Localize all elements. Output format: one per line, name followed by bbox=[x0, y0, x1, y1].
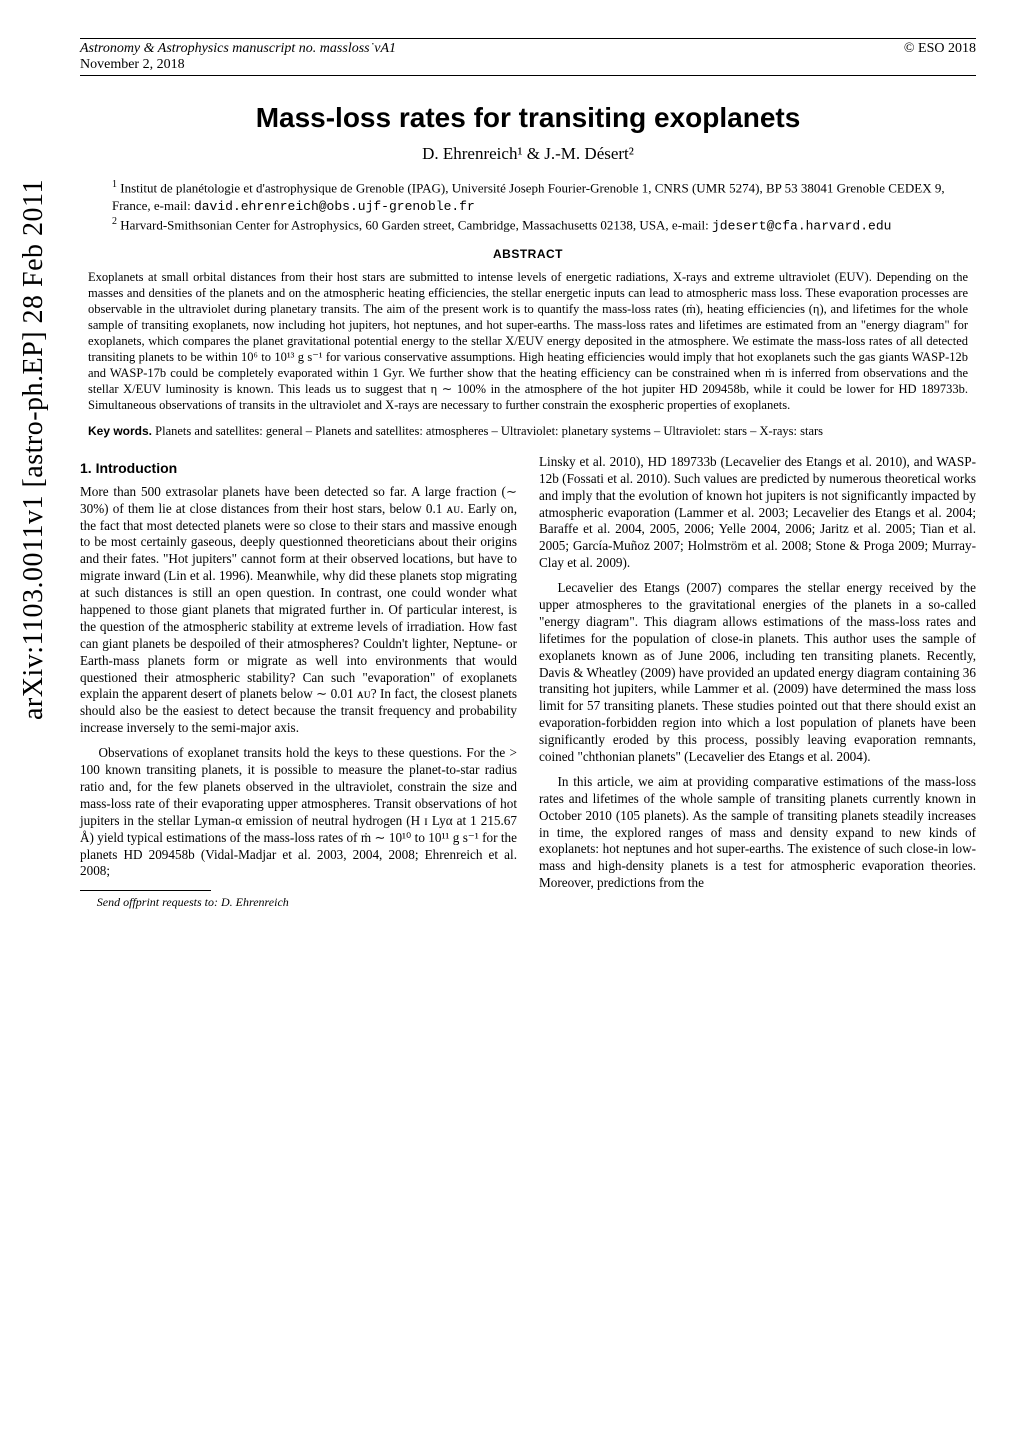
journal-line: Astronomy & Astrophysics manuscript no. … bbox=[80, 41, 396, 56]
paper-title: Mass-loss rates for transiting exoplanet… bbox=[80, 102, 976, 134]
footnote-text: : D. Ehrenreich bbox=[214, 895, 289, 909]
header-date: November 2, 2018 bbox=[80, 57, 185, 72]
footnote: Send offprint requests to: D. Ehrenreich bbox=[80, 895, 517, 910]
affil-2-num: 2 bbox=[112, 216, 117, 227]
affil-1-num: 1 bbox=[112, 179, 117, 190]
arxiv-stamp: arXiv:1103.0011v1 [astro-ph.EP] 28 Feb 2… bbox=[18, 179, 50, 720]
running-header-left: Astronomy & Astrophysics manuscript no. … bbox=[80, 41, 396, 73]
affil-2-text: Harvard-Smithsonian Center for Astrophys… bbox=[120, 218, 712, 233]
body-p2: Observations of exoplanet transits hold … bbox=[80, 745, 517, 880]
keywords-text: Planets and satellites: general – Planet… bbox=[152, 424, 823, 438]
body-columns: 1. Introduction More than 500 extrasolar… bbox=[80, 454, 976, 911]
affiliations: 1 Institut de planétologie et d'astrophy… bbox=[112, 178, 952, 235]
affil-1-email: david.ehrenreich@obs.ujf-grenoble.fr bbox=[194, 199, 475, 214]
footnote-label: Send offprint requests to bbox=[97, 895, 214, 909]
affiliation-1: 1 Institut de planétologie et d'astrophy… bbox=[112, 178, 952, 215]
authors: D. Ehrenreich¹ & J.-M. Désert² bbox=[80, 144, 976, 164]
body-p1: More than 500 extrasolar planets have be… bbox=[80, 484, 517, 737]
affil-2-email: jdesert@cfa.harvard.edu bbox=[712, 219, 891, 234]
keywords: Key words. Planets and satellites: gener… bbox=[88, 423, 968, 440]
body-p3: Linsky et al. 2010), HD 189733b (Lecavel… bbox=[539, 454, 976, 572]
abstract-label: ABSTRACT bbox=[80, 247, 976, 261]
footnote-separator bbox=[80, 890, 211, 891]
running-header: Astronomy & Astrophysics manuscript no. … bbox=[80, 38, 976, 76]
body-p4: Lecavelier des Etangs (2007) compares th… bbox=[539, 580, 976, 766]
affiliation-2: 2 Harvard-Smithsonian Center for Astroph… bbox=[112, 215, 952, 235]
keywords-label: Key words. bbox=[88, 424, 152, 438]
body-p5: In this article, we aim at providing com… bbox=[539, 774, 976, 892]
section-1-heading: 1. Introduction bbox=[80, 460, 517, 478]
running-header-right: © ESO 2018 bbox=[904, 41, 976, 73]
page-content: Astronomy & Astrophysics manuscript no. … bbox=[80, 38, 976, 1407]
abstract-text: Exoplanets at small orbital distances fr… bbox=[88, 269, 968, 413]
